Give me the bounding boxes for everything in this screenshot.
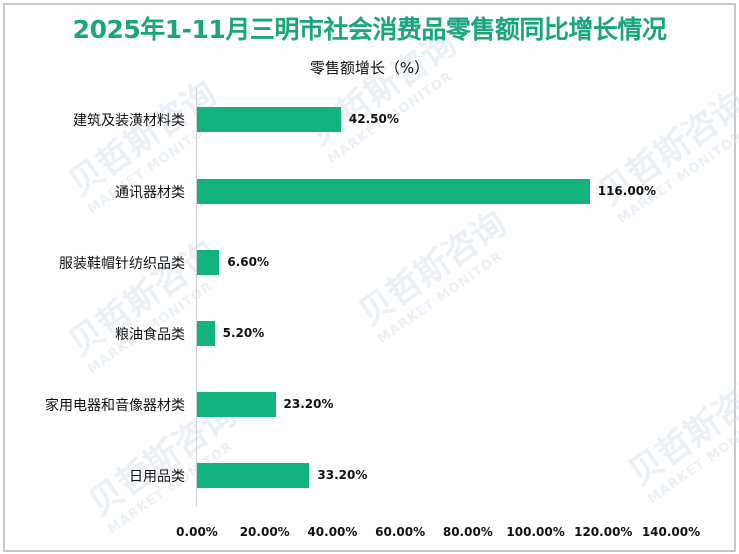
bar xyxy=(197,179,590,204)
bar xyxy=(197,321,215,346)
bar xyxy=(197,392,276,417)
x-tick-label: 60.00% xyxy=(375,525,426,539)
x-tick-label: 20.00% xyxy=(239,525,290,539)
x-tick-label: 40.00% xyxy=(307,525,358,539)
y-axis-line xyxy=(196,88,197,506)
data-label: 116.00% xyxy=(597,184,657,198)
bar xyxy=(197,250,220,275)
category-label: 日用品类 xyxy=(129,469,185,485)
data-label: 42.50% xyxy=(348,112,399,126)
bar xyxy=(197,107,341,132)
data-label: 6.60% xyxy=(227,255,269,269)
data-label: 33.20% xyxy=(317,468,368,482)
data-label: 5.20% xyxy=(222,326,265,340)
chart-title: 2025年1-11月三明市社会消费品零售额同比增长情况 xyxy=(72,15,667,44)
category-label: 粮油食品类 xyxy=(115,327,185,343)
x-tick-label: 80.00% xyxy=(442,525,493,539)
category-label: 建筑及装潢材料类 xyxy=(73,113,185,129)
chart-frame xyxy=(3,3,736,552)
category-label: 服装鞋帽针纺织品类 xyxy=(59,256,185,272)
x-tick-label: 0.00% xyxy=(176,525,218,539)
x-tick-label: 140.00% xyxy=(641,525,701,539)
bar xyxy=(197,463,310,488)
category-label: 通讯器材类 xyxy=(115,185,185,201)
chart-subtitle: 零售额增长（%） xyxy=(309,59,430,77)
x-tick-label: 120.00% xyxy=(574,525,633,539)
x-tick-label: 100.00% xyxy=(506,525,565,539)
category-label: 家用电器和音像器材类 xyxy=(45,398,185,414)
data-label: 23.20% xyxy=(283,397,334,411)
